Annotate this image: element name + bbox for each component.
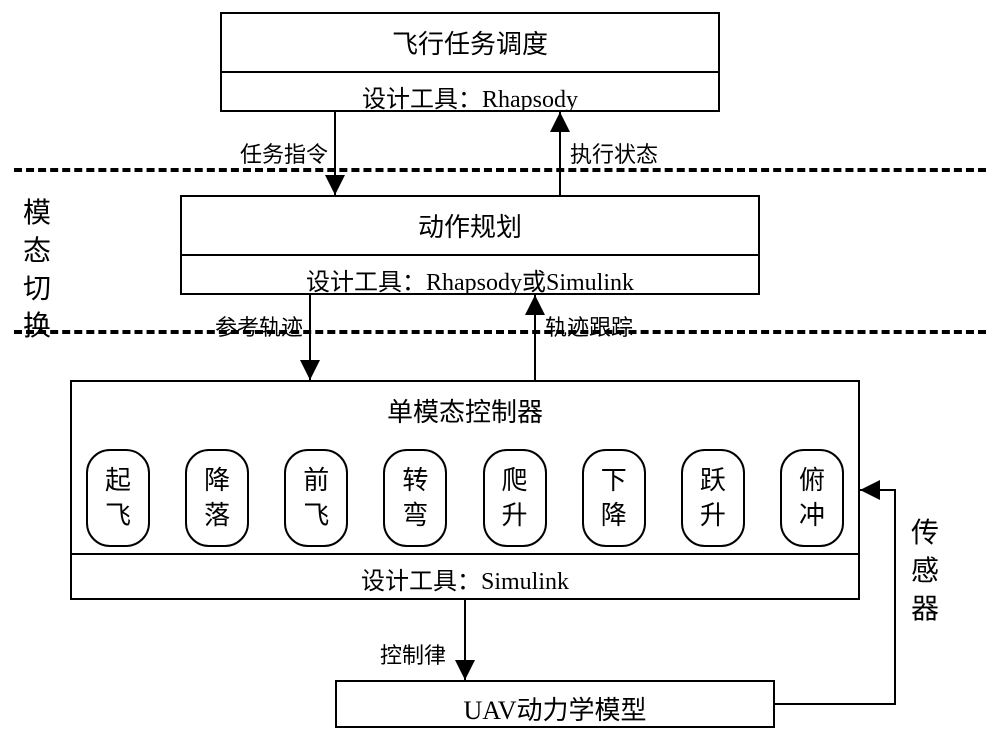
exec-state-label: 执行状态: [570, 137, 658, 169]
mode-pill: 爬升: [483, 449, 547, 547]
dashed-line-2: [14, 330, 986, 334]
sensor-label: 传感器: [910, 515, 940, 628]
uav-model-title: UAV动力学模型: [337, 682, 773, 735]
action-planning-box: 动作规划 设计工具：Rhapsody或Simulink: [180, 195, 760, 295]
traj-track-label: 轨迹跟踪: [545, 310, 633, 342]
mode-switch-text: 模态切换: [23, 198, 51, 342]
mode-pill: 俯冲: [780, 449, 844, 547]
mode-pill: 下降: [582, 449, 646, 547]
mode-pill: 转弯: [383, 449, 447, 547]
mode-switch-label: 模态切换: [22, 195, 52, 346]
mode-pill: 起飞: [86, 449, 150, 547]
ctrl-law-label: 控制律: [380, 638, 446, 670]
flight-mission-box: 飞行任务调度 设计工具：Rhapsody: [220, 12, 720, 112]
dashed-line-1: [14, 168, 986, 172]
flight-mission-title: 飞行任务调度: [222, 14, 718, 71]
controller-box: 单模态控制器 起飞降落前飞转弯爬升下降跃升俯冲 设计工具：Simulink: [70, 380, 860, 600]
diagram-canvas: 模态切换 飞行任务调度 设计工具：Rhapsody 动作规划 设计工具：Rhap…: [0, 0, 1000, 740]
ref-traj-label: 参考轨迹: [215, 310, 303, 342]
controller-tool: 设计工具：Simulink: [72, 553, 858, 602]
mode-pill: 前飞: [284, 449, 348, 547]
action-planning-title: 动作规划: [182, 197, 758, 254]
uav-model-box: UAV动力学模型: [335, 680, 775, 728]
controller-title: 单模态控制器: [72, 382, 858, 439]
sensor-text: 传感器: [911, 518, 939, 625]
mode-pill: 降落: [185, 449, 249, 547]
task-cmd-label: 任务指令: [240, 137, 328, 169]
mode-pill: 跃升: [681, 449, 745, 547]
controller-modes-row: 起飞降落前飞转弯爬升下降跃升俯冲: [72, 439, 858, 553]
action-planning-tool: 设计工具：Rhapsody或Simulink: [182, 254, 758, 303]
flight-mission-tool: 设计工具：Rhapsody: [222, 71, 718, 120]
